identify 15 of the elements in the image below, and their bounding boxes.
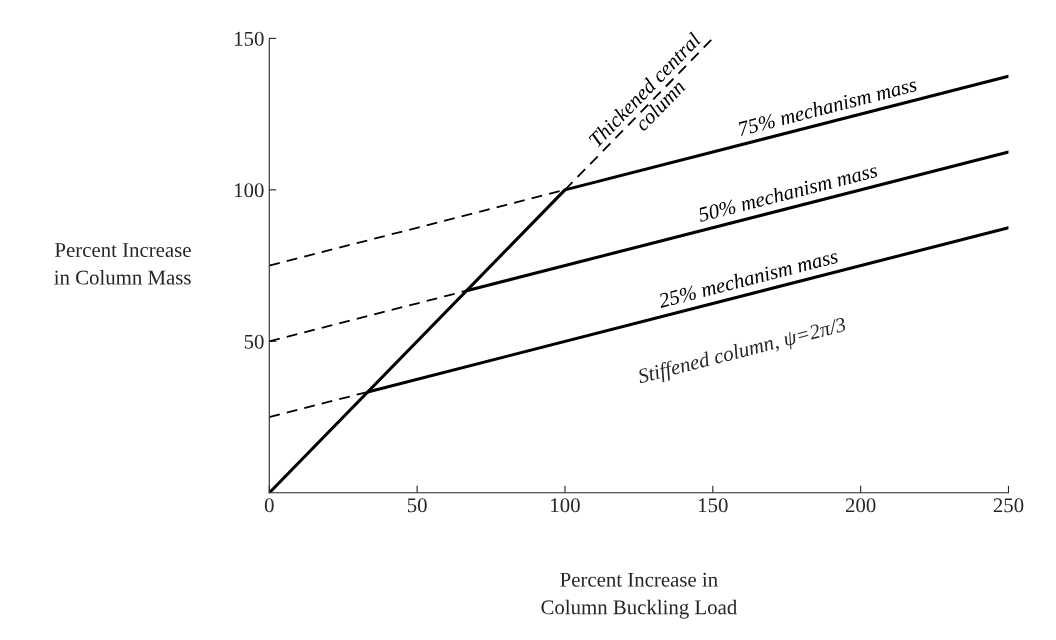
y-tick-label: 50 bbox=[244, 334, 264, 349]
y-axis-title: Percent Increase in Column Mass bbox=[54, 243, 191, 285]
y-tick-label: 100 bbox=[235, 183, 264, 198]
x-tick-label: 100 bbox=[551, 498, 580, 513]
x-axis-title: Percent Increase in Column Buckling Load bbox=[541, 572, 737, 619]
x-tick-label: 200 bbox=[845, 498, 876, 513]
text: 25% mechanism mass bbox=[657, 248, 839, 309]
annotation: Stiffened column, ψ=2π/3 bbox=[636, 316, 848, 388]
x-tick-label: 150 bbox=[699, 498, 728, 513]
x-tick-label: 0 bbox=[264, 498, 274, 513]
y-tick-label: 150 bbox=[235, 31, 264, 46]
x-tick-label: 50 bbox=[407, 498, 427, 513]
text: 50% mechanism mass bbox=[697, 162, 879, 223]
x-tick-label: 250 bbox=[993, 498, 1024, 513]
text: 75% mechanism mass bbox=[737, 76, 918, 137]
